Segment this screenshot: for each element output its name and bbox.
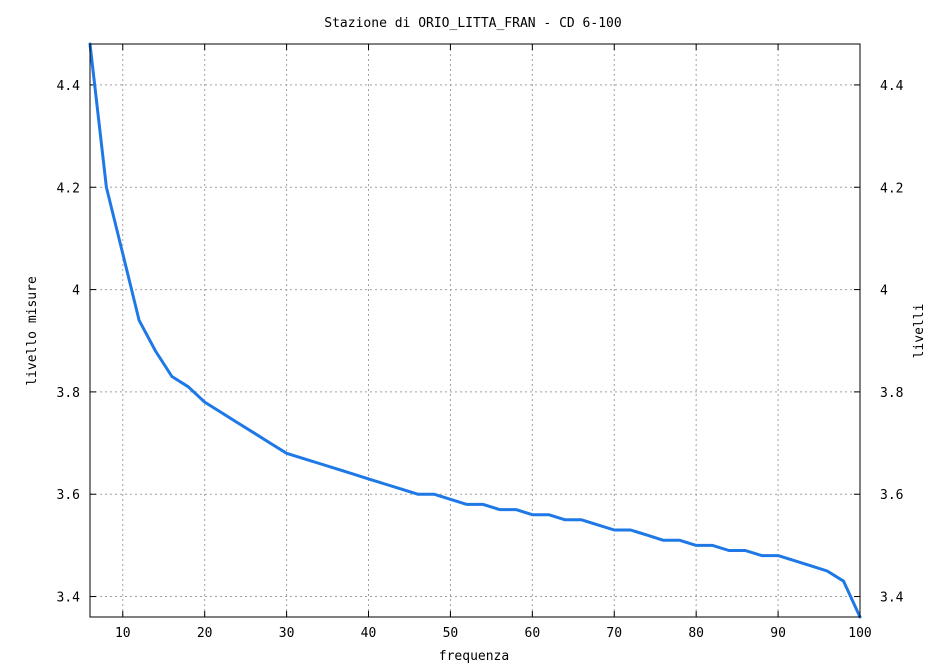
x-tick-label: 50 [443, 626, 459, 641]
x-tick-label: 20 [197, 626, 213, 641]
tick-labels: 10 20 30 40 50 60 70 80 90 100 3.4 3.4 3.6 3.6 3.8 3.8 4… [57, 79, 904, 641]
x-tick-label: 70 [606, 626, 622, 641]
x-tick-label: 60 [525, 626, 541, 641]
y-tick-label-right: 4.4 [880, 79, 904, 94]
y-tick-label-right: 3.4 [880, 591, 904, 606]
x-tick-label: 30 [279, 626, 295, 641]
x-tick-label: 40 [361, 626, 377, 641]
y-axis-label: livello misure [25, 276, 40, 386]
x-axis-label: frequenza [439, 649, 509, 664]
axis-ticks [90, 44, 861, 617]
y2-axis-label: livelli [912, 304, 927, 359]
y-tick-label-right: 4 [880, 284, 888, 299]
y-tick-label-left: 4.4 [57, 79, 81, 94]
y-tick-label-left: 3.6 [57, 488, 80, 503]
grid-lines [90, 44, 861, 617]
y-tick-label-left: 4 [72, 284, 80, 299]
y-tick-label-left: 3.8 [57, 386, 80, 401]
x-tick-label: 100 [848, 626, 871, 641]
plot-frame [89, 43, 861, 618]
series-line [88, 42, 862, 619]
y-tick-label-left: 4.2 [57, 181, 80, 196]
x-tick-label: 10 [115, 626, 131, 641]
y-tick-label-right: 3.8 [880, 386, 903, 401]
x-tick-label: 80 [688, 626, 704, 641]
y-tick-label-right: 4.2 [880, 181, 903, 196]
x-tick-label: 90 [770, 626, 786, 641]
chart-title: Stazione di ORIO_LITTA_FRAN - CD 6-100 [324, 16, 621, 31]
y-tick-label-right: 3.6 [880, 488, 903, 503]
y-tick-label-left: 3.4 [57, 591, 81, 606]
